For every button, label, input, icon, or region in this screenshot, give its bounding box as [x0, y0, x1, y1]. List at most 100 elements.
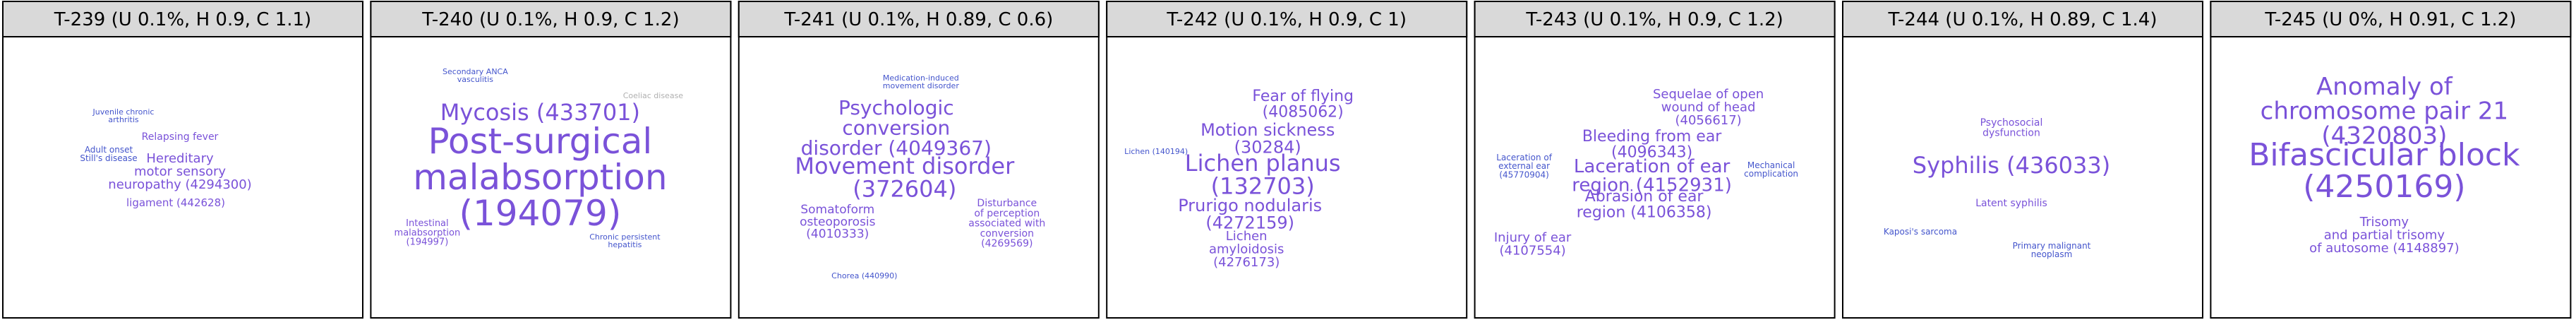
word-line: (4276173) [1213, 255, 1280, 270]
panel-header [738, 1, 1100, 37]
panel-title: T-240 (U 0.1%, H 0.9, C 1.2) [421, 9, 679, 30]
panel-header [1474, 1, 1836, 37]
word: Lichen (140194) [1124, 147, 1188, 156]
word-line: Psychologic [838, 96, 954, 119]
word-line: Juvenile chronic [92, 107, 155, 117]
panel: T-240 (U 0.1%, H 0.9, C 1.2) Mycosis (433… [370, 1, 732, 319]
word-line: amyloidosis [1209, 242, 1284, 256]
word: Syphilis (436033) [1913, 152, 2110, 179]
panel: T-244 (U 0.1%, H 0.89, C 1.4) Syphilis (4… [1842, 1, 2203, 319]
panel-frame [1106, 1, 1468, 319]
panel-header [1842, 1, 2203, 37]
word-line: Hereditary [146, 151, 214, 166]
word: Sequelae of open wound of head (4056617) [1653, 87, 1764, 128]
word: Psychosocial dysfunction [1980, 117, 2043, 138]
panel-frame [1842, 1, 2203, 319]
word: Abrasion of ear region (4106358) [1577, 188, 1712, 221]
panel-title: T-245 (U 0%, H 0.91, C 1.2) [2264, 9, 2516, 30]
word-line: Lichen planus [1185, 150, 1341, 177]
word-line: Chronic persistent [589, 232, 661, 242]
word-line: ligament (442628) [126, 196, 225, 209]
word: Laceration of ear region (4152931) [1572, 156, 1732, 196]
word: Post-surgical malabsorption (194079) [413, 121, 667, 234]
word-line: Medication-induced [883, 73, 959, 83]
word-line: of autosome (4148897) [2309, 241, 2460, 256]
panel-title: T-243 (U 0.1%, H 0.9, C 1.2) [1525, 9, 1783, 30]
word-line: Adult onset [85, 145, 133, 155]
word-line: Lichen [1226, 229, 1268, 244]
word-line: malabsorption [395, 227, 461, 238]
word-line: neoplasm [2031, 249, 2073, 259]
word: Relapsing fever [142, 131, 219, 143]
word: Hereditary motor sensory neuropathy (42943… [108, 151, 251, 192]
word: Disturbance of perception associated with c… [968, 198, 1045, 249]
word-line: Mycosis (433701) [440, 99, 640, 126]
word: Bifascicular block (4250169) [2249, 137, 2520, 205]
word-line: Lichen (140194) [1124, 147, 1188, 156]
word-line: conversion [980, 228, 1034, 239]
word-line: (4269569) [981, 238, 1033, 249]
word-line: motor sensory [134, 164, 226, 179]
word: Latent syphilis [1975, 198, 2047, 209]
word-line: Movement disorder [795, 153, 1015, 179]
word-line: Fear of flying [1252, 88, 1354, 105]
word-line: (45770904) [1499, 170, 1548, 179]
word-line: Relapsing fever [142, 131, 219, 143]
word-line: (30284) [1234, 138, 1301, 158]
word-line: (372604) [853, 176, 956, 203]
word: Primary malignant neoplasm [2013, 241, 2091, 259]
word: Laceration of external ear (45770904) [1496, 153, 1552, 179]
word: Somatoform osteoporosis (4010333) [800, 203, 876, 242]
word-line: (4085062) [1263, 103, 1344, 121]
word: Bleeding from ear (4096343) [1582, 128, 1722, 161]
panel: T-242 (U 0.1%, H 0.9, C 1) Fear of flying… [1106, 1, 1468, 319]
panel-header [1106, 1, 1468, 37]
panel: T-241 (U 0.1%, H 0.89, C 0.6) Psychologic… [738, 1, 1100, 319]
panel: T-239 (U 0.1%, H 0.9, C 1.1) Hereditary mo… [2, 1, 363, 319]
word-line: complication [1744, 169, 1798, 179]
word-line: Somatoform [800, 203, 874, 217]
word: Intestinal malabsorption (194997) [395, 218, 461, 248]
word-line: Primary malignant [2013, 241, 2091, 251]
word-line: Laceration of [1496, 153, 1552, 162]
word: Coeliac disease [623, 91, 684, 100]
panel: T-243 (U 0.1%, H 0.9, C 1.2) Sequelae of … [1474, 1, 1836, 319]
word-line: Trisomy [2359, 215, 2409, 230]
word: Movement disorder (372604) [795, 153, 1015, 203]
word: Injury of ear (4107554) [1494, 230, 1572, 258]
word-line: and partial trisomy [2324, 227, 2445, 242]
word-line: (132703) [1211, 173, 1315, 200]
word: Adult onset Still's disease [80, 145, 137, 163]
word: ligament (442628) [126, 196, 225, 209]
word-line: wound of head [1661, 100, 1756, 114]
word: Kaposi's sarcoma [1884, 227, 1957, 237]
panel-header [2210, 1, 2572, 37]
word-line: vasculitis [457, 75, 493, 84]
word-line: (4250169) [2303, 169, 2465, 205]
word-line: osteoporosis [800, 215, 876, 229]
word: Lichen amyloidosis (4276173) [1209, 229, 1284, 270]
word-line: Chorea (440990) [831, 271, 897, 280]
panel-title: T-242 (U 0.1%, H 0.9, C 1) [1166, 9, 1407, 30]
word-line: Psychosocial [1980, 117, 2043, 129]
word: Mechanical complication [1744, 160, 1798, 179]
panel: T-245 (U 0%, H 0.91, C 1.2) Anomaly of chr… [2210, 1, 2572, 319]
panel-title: T-244 (U 0.1%, H 0.89, C 1.4) [1888, 9, 2157, 30]
word-line: Secondary ANCA [443, 67, 508, 76]
word: Lichen planus (132703) [1185, 150, 1341, 200]
word: Chronic persistent hepatitis [589, 232, 661, 249]
word-line: dysfunction [1982, 127, 2040, 138]
word-line: (4107554) [1499, 243, 1565, 258]
word-line: region (4152931) [1572, 175, 1732, 196]
panel-title: T-241 (U 0.1%, H 0.89, C 0.6) [783, 9, 1053, 30]
word-line: conversion [842, 117, 950, 140]
panel-header [370, 1, 732, 37]
word: Medication-induced movement disorder [883, 73, 960, 90]
word-line: (4096343) [1611, 143, 1692, 161]
word-line: Syphilis (436033) [1913, 152, 2110, 179]
word-line: Anomaly of [2316, 73, 2453, 101]
panel-frame [1474, 1, 1836, 319]
word-line: movement disorder [883, 81, 960, 90]
word: Anomaly of chromosome pair 21 (4320803) [2261, 73, 2508, 150]
